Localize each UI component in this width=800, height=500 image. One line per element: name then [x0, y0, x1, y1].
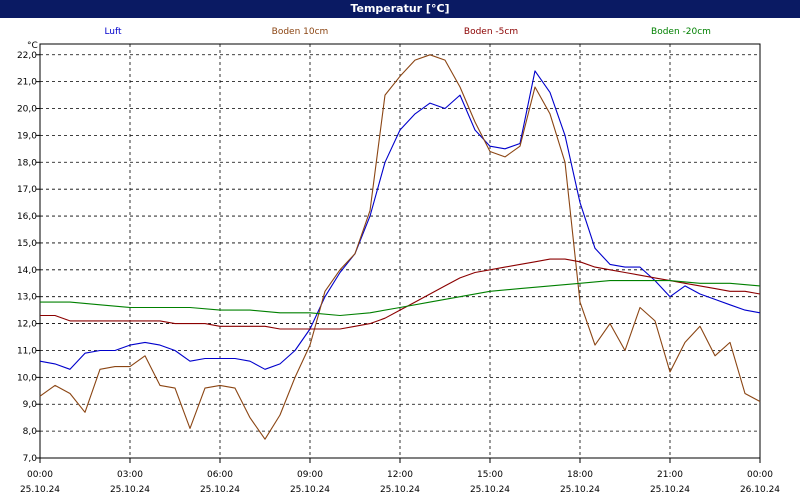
x-tick-time-label: 21:00: [657, 470, 683, 480]
x-tick-time-label: 12:00: [387, 470, 413, 480]
x-tick-time-label: 09:00: [297, 470, 323, 480]
y-tick-label: 13,0: [17, 293, 37, 303]
y-tick-label: 12,0: [17, 320, 37, 330]
legend-entry-3: Boden -20cm: [651, 27, 711, 37]
y-tick-label: 8,0: [23, 427, 38, 437]
y-axis: 7,0 8,0 9,0 10,0 11,0 12,0 13,0 14,0 15,0 16,0 17,…: [17, 51, 40, 464]
series-line-0: [39, 70, 761, 370]
y-tick-label: 14,0: [17, 266, 37, 276]
x-tick-date-label: 25.10.24: [560, 485, 600, 495]
y-tick-label: 9,0: [23, 400, 38, 410]
x-axis: 00:00 25.10.24 03:00 25.10.24 06:00 25.10.24 0…: [20, 458, 780, 495]
y-tick-label: 19,0: [17, 131, 37, 141]
x-tick-date-label: 26.10.24: [740, 485, 780, 495]
x-tick-time-label: 00:00: [27, 470, 53, 480]
y-axis-unit-label: °C: [27, 41, 38, 51]
y-tick-label: 22,0: [17, 51, 37, 61]
legend-entry-2: Boden -5cm: [464, 27, 518, 37]
chart-title: Temperatur [°C]: [0, 0, 800, 18]
series-lines: [39, 54, 761, 440]
x-tick-date-label: 25.10.24: [650, 485, 690, 495]
x-tick-date-label: 25.10.24: [290, 485, 330, 495]
x-tick-date-label: 25.10.24: [470, 485, 510, 495]
series-line-3: [40, 280, 761, 317]
y-tick-label: 20,0: [17, 105, 37, 115]
x-tick-date-label: 25.10.24: [20, 485, 60, 495]
legend-entry-1: Boden 10cm: [272, 27, 329, 37]
x-tick-time-label: 06:00: [207, 470, 233, 480]
y-tick-label: 17,0: [17, 185, 37, 195]
y-tick-label: 15,0: [17, 239, 37, 249]
x-tick-time-label: 03:00: [117, 470, 143, 480]
legend: Luft Boden 10cm Boden -5cm Boden -20cm: [104, 27, 711, 37]
series-line-1: [39, 54, 761, 440]
x-tick-time-label: 15:00: [477, 470, 503, 480]
x-tick-date-label: 25.10.24: [200, 485, 240, 495]
x-tick-date-label: 25.10.24: [380, 485, 420, 495]
x-tick-time-label: 18:00: [567, 470, 593, 480]
y-tick-label: 7,0: [23, 454, 38, 464]
gridlines: [40, 44, 760, 459]
x-tick-time-label: 00:00: [747, 470, 773, 480]
series-line-2: [40, 258, 761, 330]
y-tick-label: 16,0: [17, 212, 37, 222]
y-tick-label: 10,0: [17, 373, 37, 383]
y-tick-label: 11,0: [17, 346, 37, 356]
x-tick-date-label: 25.10.24: [110, 485, 150, 495]
legend-entry-0: Luft: [104, 27, 122, 37]
y-tick-label: 21,0: [17, 78, 37, 88]
y-tick-label: 18,0: [17, 158, 37, 168]
